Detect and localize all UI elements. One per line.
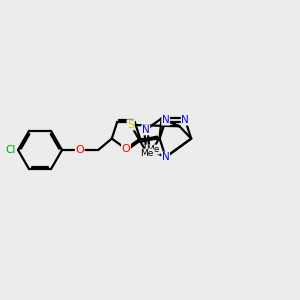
Text: S: S <box>127 120 134 130</box>
Text: Cl: Cl <box>5 145 15 155</box>
Text: Me: Me <box>141 149 154 158</box>
Text: O: O <box>122 144 130 154</box>
Text: N: N <box>162 115 170 125</box>
Text: O: O <box>75 145 84 155</box>
Text: N: N <box>181 115 189 125</box>
Text: Me: Me <box>146 145 159 154</box>
Text: N: N <box>162 152 170 162</box>
Text: N: N <box>142 125 150 135</box>
